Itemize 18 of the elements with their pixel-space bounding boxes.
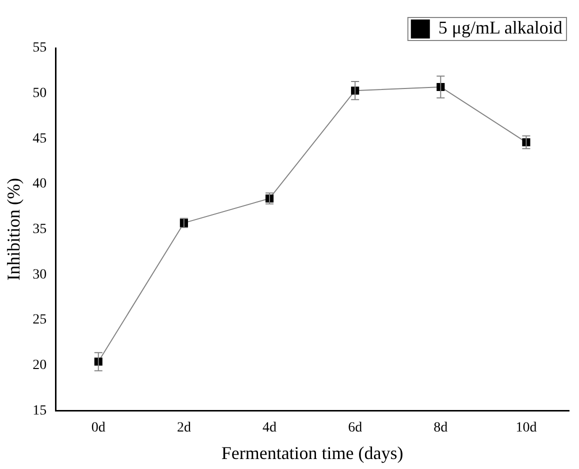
legend-label: 5 μg/mL alkaloid xyxy=(438,18,562,38)
x-tick-label: 4d xyxy=(262,420,277,436)
x-tick-label: 6d xyxy=(348,420,362,436)
x-axis-title: Fermentation time (days) xyxy=(221,442,404,463)
y-tick-label: 15 xyxy=(32,403,47,418)
y-tick-label: 35 xyxy=(32,222,47,237)
y-tick-label: 45 xyxy=(32,131,47,146)
y-axis-title: Inhibition (%) xyxy=(4,178,24,281)
y-tick-label: 30 xyxy=(32,267,47,282)
y-tick-label: 25 xyxy=(32,312,47,328)
x-tick-label: 0d xyxy=(91,420,106,436)
x-tick-label: 8d xyxy=(434,420,448,436)
x-tick-label: 10d xyxy=(516,420,537,436)
y-tick-label: 20 xyxy=(32,358,47,373)
y-tick-label: 50 xyxy=(32,86,47,101)
y-tick-label: 55 xyxy=(32,40,47,56)
x-tick-label: 2d xyxy=(176,420,191,436)
y-tick-label: 40 xyxy=(32,176,47,192)
